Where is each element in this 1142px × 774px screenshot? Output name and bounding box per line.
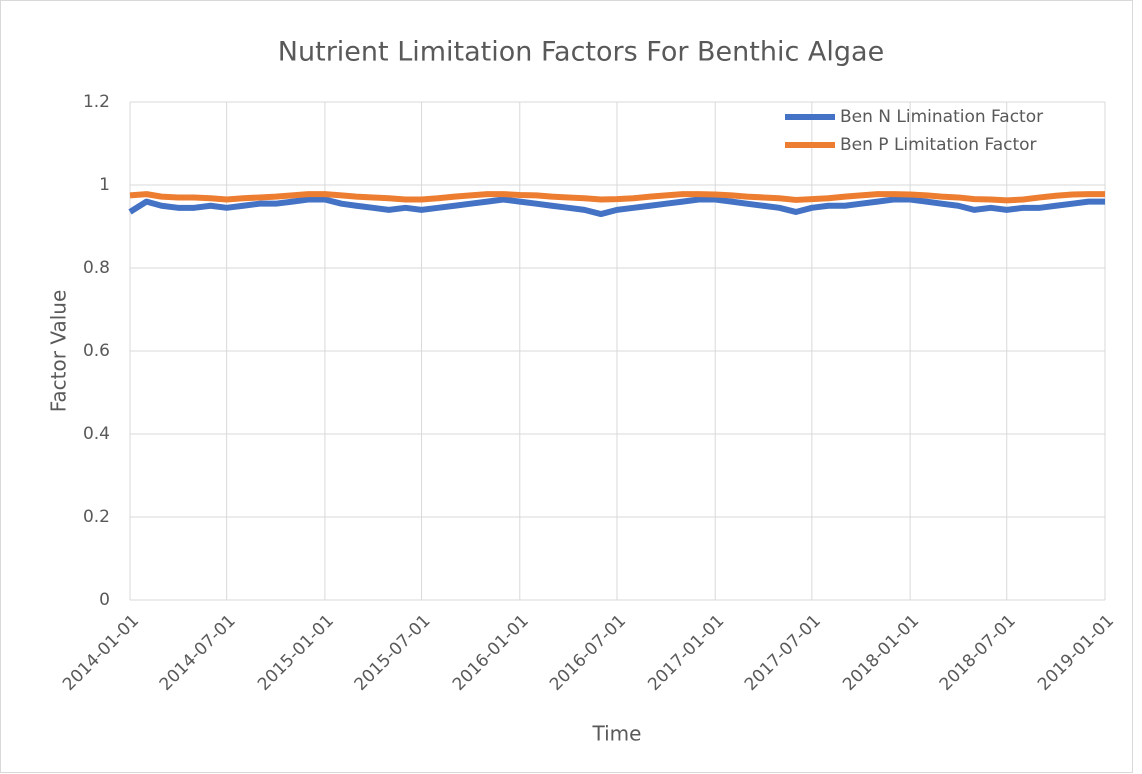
legend-label: Ben P Limitation Factor	[840, 135, 1037, 155]
y-tick-label: 1.2	[83, 92, 110, 112]
y-tick-label: 0.6	[83, 341, 110, 361]
data-line	[128, 196, 1105, 218]
y-tick-label: 0.8	[83, 258, 110, 278]
y-tick-label: 1	[99, 175, 110, 195]
data-line	[129, 191, 1105, 204]
y-tick-label: 0.2	[83, 507, 110, 527]
y-tick-label: 0	[99, 590, 110, 610]
y-axis-label: Factor Value	[47, 290, 71, 413]
chart-title: Nutrient Limitation Factors For Benthic …	[278, 37, 884, 68]
legend-label: Ben N Limination Factor	[840, 107, 1043, 127]
y-tick-label: 0.4	[83, 424, 110, 444]
x-axis-label: Time	[592, 722, 642, 746]
